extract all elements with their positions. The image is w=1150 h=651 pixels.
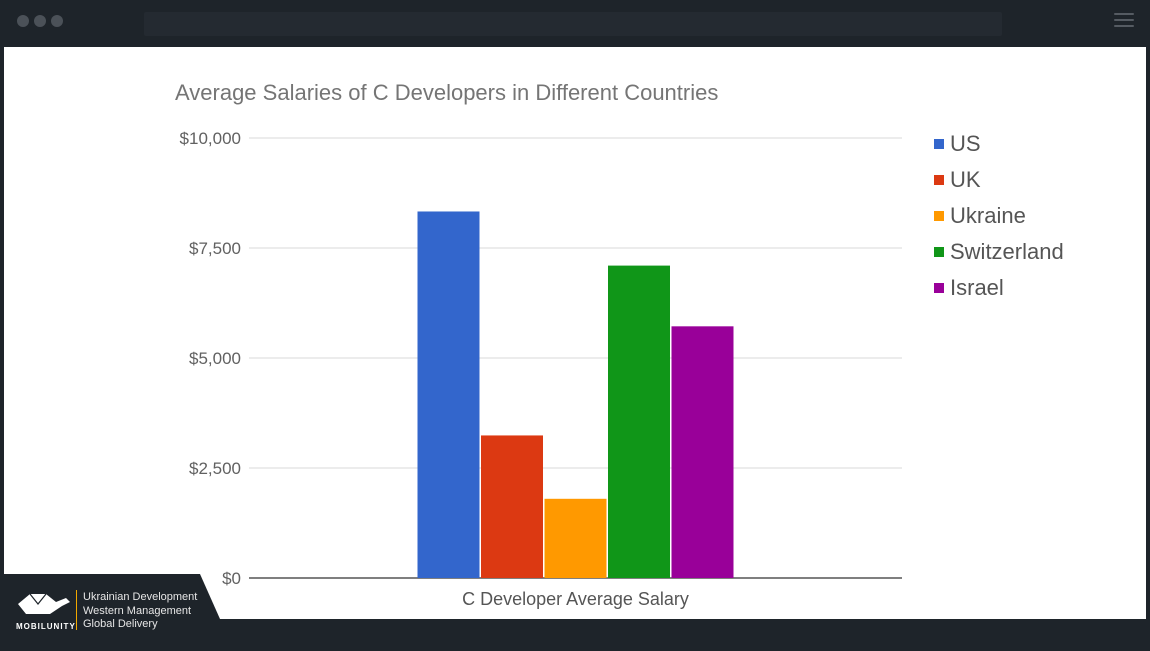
- bar-israel: [671, 326, 734, 578]
- browser-titlebar: [0, 0, 1150, 47]
- legend-swatch: [934, 139, 944, 149]
- legend-swatch: [934, 175, 944, 185]
- chart-legend: US UK Ukraine Switzerland Israel: [934, 126, 1064, 306]
- y-tick-label: $10,000: [180, 129, 241, 148]
- address-bar[interactable]: [144, 12, 1002, 36]
- legend-item: Switzerland: [934, 234, 1064, 270]
- x-category-label: C Developer Average Salary: [462, 589, 689, 609]
- bar-uk: [481, 435, 543, 578]
- bar-switzerland: [608, 265, 670, 578]
- whale-logo-icon: [18, 593, 70, 614]
- y-tick-label: $2,500: [189, 459, 241, 478]
- logo-divider: [76, 590, 77, 630]
- legend-label: Israel: [950, 275, 1004, 300]
- legend-label: Ukraine: [950, 203, 1026, 228]
- y-tick-label: $5,000: [189, 349, 241, 368]
- window-dot-icon[interactable]: [17, 15, 29, 27]
- legend-item: Ukraine: [934, 198, 1064, 234]
- legend-item: UK: [934, 162, 1064, 198]
- tagline-line: Western Management: [83, 604, 192, 617]
- window-dot-icon[interactable]: [34, 15, 46, 27]
- logo-badge: [0, 574, 220, 619]
- legend-swatch: [934, 247, 944, 257]
- brand-tagline: Ukrainian Development Western Management…: [83, 591, 197, 632]
- tagline-line: Global Delivery: [83, 618, 158, 630]
- legend-label: US: [950, 131, 981, 156]
- chart-title: Average Salaries of C Developers in Diff…: [175, 80, 719, 105]
- y-tick-label: $0: [222, 569, 241, 588]
- legend-item: US: [934, 126, 1064, 162]
- window-dot-icon[interactable]: [51, 15, 63, 27]
- bottom-strip: [0, 619, 1150, 651]
- legend-swatch: [934, 211, 944, 221]
- legend-label: Switzerland: [950, 239, 1064, 264]
- legend-item: Israel: [934, 270, 1064, 306]
- brand-name[interactable]: MOBILUNITY: [16, 622, 76, 631]
- bar-ukraine: [544, 498, 607, 578]
- legend-label: UK: [950, 167, 981, 192]
- y-tick-label: $7,500: [189, 239, 241, 258]
- page-content: Average Salaries of C Developers in Diff…: [4, 47, 1146, 619]
- hamburger-menu-icon[interactable]: [1114, 13, 1134, 29]
- bar-chart: $0 $2,500 $5,000 $7,500 $10,000 C Developer A…: [180, 129, 902, 609]
- tagline-line: Ukrainian Development: [83, 591, 198, 603]
- bar-us: [417, 211, 480, 579]
- legend-swatch: [934, 283, 944, 293]
